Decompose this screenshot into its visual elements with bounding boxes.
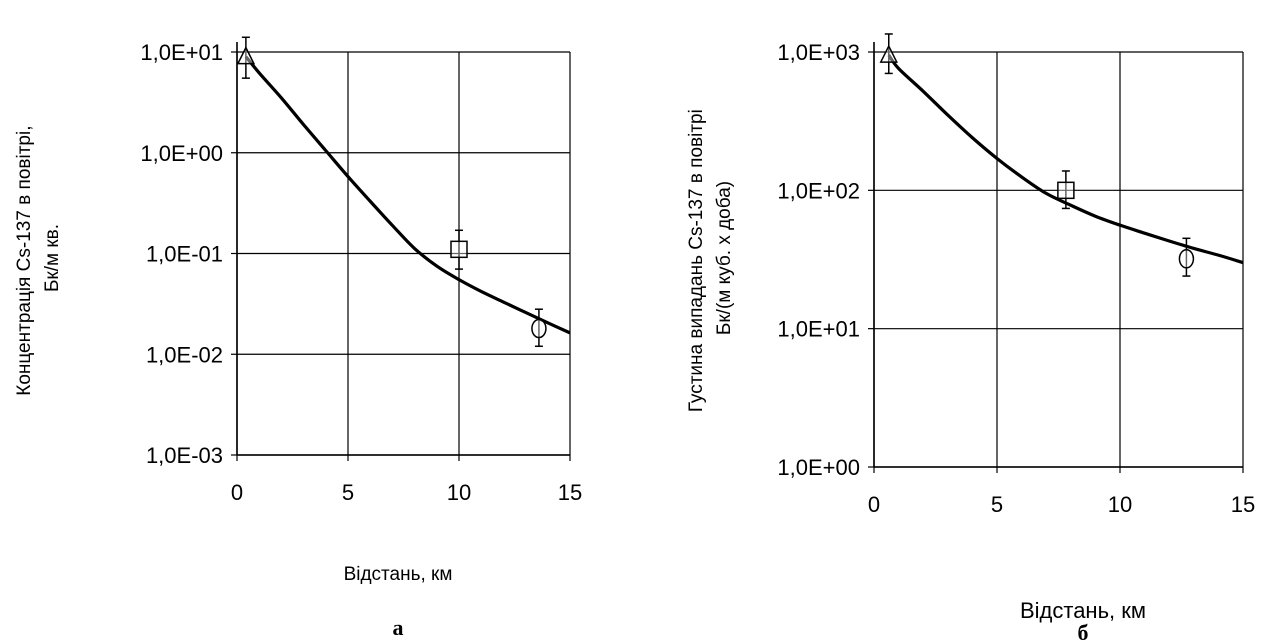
y-tick-label: 1,0E-02 [146,342,223,367]
x-tick-label: 15 [558,480,582,505]
panel-label-b: б [1078,620,1089,644]
x-tick-label: 0 [868,492,880,517]
y-tick-label: 1,0E-01 [146,242,223,267]
y-axis-title-a: Концентрація Cs-137 в повітрі, Бк/м кв. [14,120,63,395]
data-point-circle [531,318,547,339]
y-axis-title-b: Густина випадань Cs-137 в повітрі Бк/(м … [686,104,735,412]
x-axis-title-a: Відстань, км [344,564,453,585]
x-tick-label: 15 [1231,492,1255,517]
marks-b [879,33,1244,277]
chart-panel-b: 1,0E+03 1,0E+02 1,0E+01 1,0E+00 0 5 10 15 Густи… [686,33,1255,644]
data-point-square [450,240,468,259]
y-tick-label: 1,0E+00 [140,141,223,166]
y-tick-label: 1,0E+01 [777,317,860,342]
fit-curve [887,54,1244,265]
grid-a [231,42,571,461]
data-point-triangle [879,44,898,63]
tick-labels-a: 1,0E+01 1,0E+00 1,0E-01 1,0E-02 1,0E-03 0 5 10 1… [140,40,582,505]
data-point-circle [1178,249,1195,269]
y-tick-label: 1,0E+01 [140,40,223,65]
y-axis-title-b-line1: Густина випадань Cs-137 в повітрі [686,109,707,412]
y-axis-title-a-line1: Концентрація Cs-137 в повітрі, [14,126,35,396]
y-axis-title-b-line2: Бк/(м куб. х доба) [714,181,735,335]
marks-a [236,36,571,348]
grid-b [868,42,1244,473]
x-tick-label: 5 [342,480,354,505]
data-point-triangle [236,45,256,65]
y-tick-label: 1,0E+02 [777,178,860,203]
fit-curve [244,55,571,335]
chart-panel-a: 1,0E+01 1,0E+00 1,0E-01 1,0E-02 1,0E-03 0 5 10 1… [14,36,582,640]
panel-label-a: а [393,615,404,640]
y-tick-label: 1,0E+03 [777,40,860,65]
data-point-square [1057,181,1075,200]
y-axis-title-a-line2: Бк/м кв. [42,224,63,292]
x-tick-label: 5 [991,492,1003,517]
x-tick-label: 10 [1108,492,1132,517]
x-axis-title-b: Відстань, км [1020,598,1146,623]
y-tick-label: 1,0E-03 [146,443,223,468]
y-tick-label: 1,0E+00 [777,455,860,480]
x-tick-label: 0 [231,480,243,505]
x-tick-label: 10 [447,480,471,505]
tick-labels-b: 1,0E+03 1,0E+02 1,0E+01 1,0E+00 0 5 10 15 [777,40,1255,517]
